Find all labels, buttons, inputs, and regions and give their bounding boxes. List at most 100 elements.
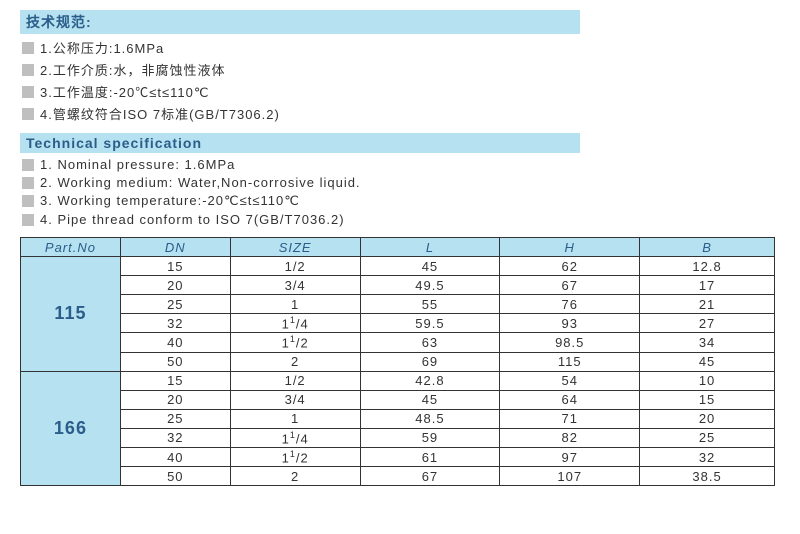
table-cell: 12.8 (640, 257, 775, 276)
table-cell: 17 (640, 276, 775, 295)
table-cell: 1 (230, 409, 360, 428)
table-row: 3211/459.59327 (21, 314, 775, 333)
table-cell: 1/2 (230, 371, 360, 390)
table-cell: 45 (360, 257, 500, 276)
table-row: 4011/26398.534 (21, 333, 775, 352)
table-cell: 93 (500, 314, 640, 333)
table-cell: 42.8 (360, 371, 500, 390)
table-cell: 25 (640, 428, 775, 447)
table-cell: 40 (120, 447, 230, 466)
spec-cn-item: 4.管螺纹符合ISO 7标准(GB/T7306.2) (22, 104, 780, 123)
table-cell: 32 (120, 428, 230, 447)
table-cell: 50 (120, 467, 230, 486)
col-h: H (500, 238, 640, 257)
spec-table: Part.No DN SIZE L H B 115151/2456212.820… (20, 237, 775, 486)
bullet-icon (22, 177, 34, 189)
table-cell: 38.5 (640, 467, 775, 486)
col-b: B (640, 238, 775, 257)
spec-en-text: 1. Nominal pressure: 1.6MPa (40, 157, 235, 172)
table-cell: 71 (500, 409, 640, 428)
spec-en-item: 1. Nominal pressure: 1.6MPa (22, 157, 780, 172)
table-cell: 1/2 (230, 257, 360, 276)
table-cell: 3/4 (230, 390, 360, 409)
table-row: 5026710738.5 (21, 467, 775, 486)
table-cell: 115 (500, 352, 640, 371)
table-row: 203/449.56717 (21, 276, 775, 295)
table-cell: 2 (230, 467, 360, 486)
table-cell: 15 (640, 390, 775, 409)
table-cell: 61 (360, 447, 500, 466)
table-cell: 40 (120, 333, 230, 352)
table-cell: 62 (500, 257, 640, 276)
group-label: 166 (21, 371, 121, 486)
table-cell: 1 (230, 295, 360, 314)
table-cell: 25 (120, 409, 230, 428)
bullet-icon (22, 108, 34, 120)
spec-en-item: 4. Pipe thread conform to ISO 7(GB/T7036… (22, 212, 780, 227)
bullet-icon (22, 195, 34, 207)
table-cell: 59.5 (360, 314, 500, 333)
table-cell: 32 (640, 447, 775, 466)
table-cell: 67 (500, 276, 640, 295)
spec-en-item: 2. Working medium: Water,Non-corrosive l… (22, 175, 780, 190)
col-l: L (360, 238, 500, 257)
table-body: 115151/2456212.8203/449.5671725155762132… (21, 257, 775, 486)
table-cell: 32 (120, 314, 230, 333)
table-cell: 98.5 (500, 333, 640, 352)
spec-en-list: 1. Nominal pressure: 1.6MPa 2. Working m… (22, 157, 780, 227)
table-row: 4011/2619732 (21, 447, 775, 466)
group-label: 115 (21, 257, 121, 372)
bullet-icon (22, 159, 34, 171)
table-cell: 15 (120, 371, 230, 390)
table-cell: 20 (120, 276, 230, 295)
table-row: 5026911545 (21, 352, 775, 371)
table-cell: 11/4 (230, 314, 360, 333)
table-cell: 67 (360, 467, 500, 486)
bullet-icon (22, 42, 34, 54)
table-cell: 59 (360, 428, 500, 447)
bullet-icon (22, 214, 34, 226)
spec-cn-text: 1.公称压力:1.6MPa (40, 38, 164, 57)
table-cell: 54 (500, 371, 640, 390)
table-cell: 15 (120, 257, 230, 276)
table-cell: 69 (360, 352, 500, 371)
table-cell: 107 (500, 467, 640, 486)
spec-cn-list: 1.公称压力:1.6MPa 2.工作介质:水，非腐蚀性液体 3.工作温度:-20… (22, 38, 780, 123)
spec-en-title: Technical specification (20, 133, 580, 153)
table-cell: 25 (120, 295, 230, 314)
table-row: 203/4456415 (21, 390, 775, 409)
table-cell: 10 (640, 371, 775, 390)
spec-cn-title: 技术规范: (20, 10, 580, 34)
table-cell: 50 (120, 352, 230, 371)
spec-cn-text: 4.管螺纹符合ISO 7标准(GB/T7306.2) (40, 104, 280, 123)
spec-en-text: 3. Working temperature:-20℃≤t≤110℃ (40, 193, 300, 209)
spec-cn-item: 1.公称压力:1.6MPa (22, 38, 780, 57)
table-cell: 11/2 (230, 333, 360, 352)
table-cell: 45 (640, 352, 775, 371)
bullet-icon (22, 86, 34, 98)
table-cell: 49.5 (360, 276, 500, 295)
table-row: 3211/4598225 (21, 428, 775, 447)
table-cell: 64 (500, 390, 640, 409)
table-cell: 20 (640, 409, 775, 428)
spec-cn-text: 2.工作介质:水，非腐蚀性液体 (40, 60, 225, 79)
table-cell: 11/2 (230, 447, 360, 466)
col-partno: Part.No (21, 238, 121, 257)
table-cell: 97 (500, 447, 640, 466)
table-cell: 48.5 (360, 409, 500, 428)
table-cell: 11/4 (230, 428, 360, 447)
table-header-row: Part.No DN SIZE L H B (21, 238, 775, 257)
table-cell: 63 (360, 333, 500, 352)
bullet-icon (22, 64, 34, 76)
table-row: 115151/2456212.8 (21, 257, 775, 276)
table-cell: 82 (500, 428, 640, 447)
spec-en-text: 2. Working medium: Water,Non-corrosive l… (40, 175, 361, 190)
table-cell: 20 (120, 390, 230, 409)
table-cell: 34 (640, 333, 775, 352)
table-row: 166151/242.85410 (21, 371, 775, 390)
table-cell: 27 (640, 314, 775, 333)
spec-cn-text: 3.工作温度:-20℃≤t≤110℃ (40, 82, 209, 101)
table-cell: 2 (230, 352, 360, 371)
col-size: SIZE (230, 238, 360, 257)
table-row: 25148.57120 (21, 409, 775, 428)
